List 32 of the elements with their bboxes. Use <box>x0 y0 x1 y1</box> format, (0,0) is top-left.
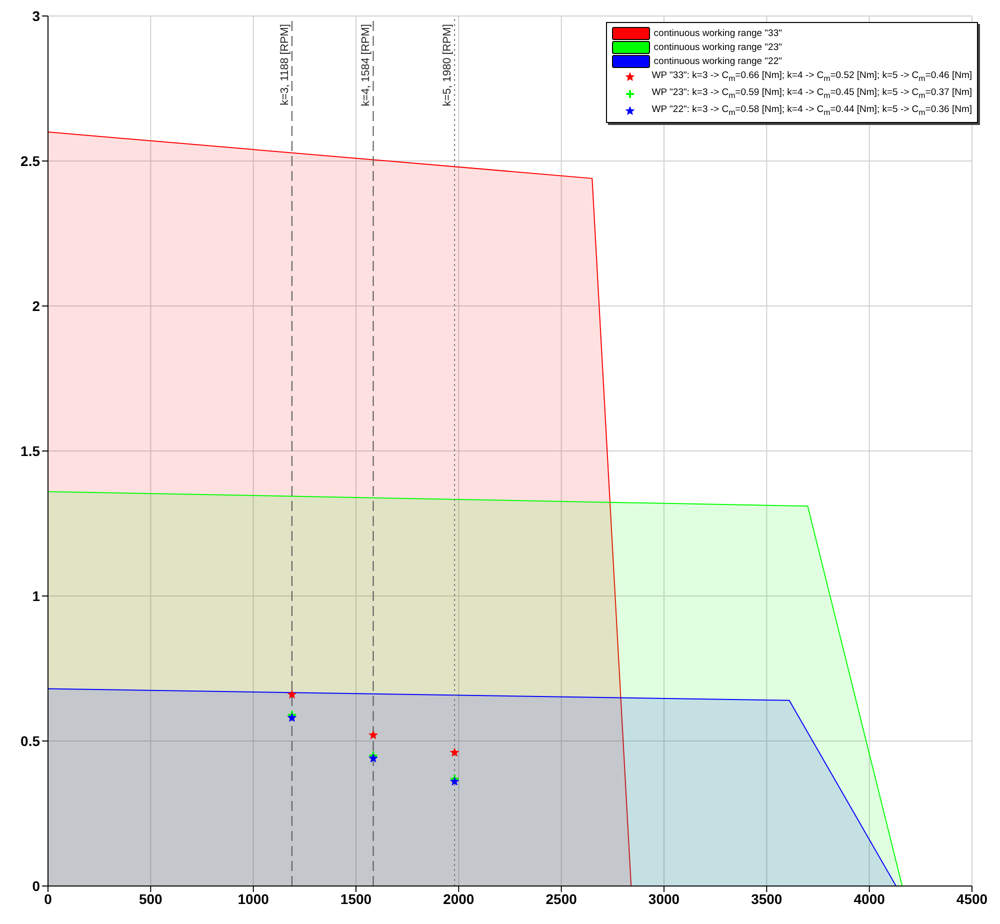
point <box>287 690 297 699</box>
x-tick-label: 2000 <box>443 890 474 907</box>
legend-label: continuous working range "23" <box>654 42 782 52</box>
x-tick-label: 3500 <box>751 890 782 907</box>
ref-line-label: k=3, 1188 [RPM] <box>278 24 291 106</box>
y-tick-label: 1 <box>32 588 40 604</box>
y-tick-label: 3 <box>32 8 40 24</box>
ref-line-label: k=4, 1584 [RPM] <box>360 24 372 106</box>
x-tick-label: 4500 <box>956 890 988 907</box>
x-tick-label: 0 <box>44 890 52 907</box>
legend-label: WP "22": k=3 -> C$_{m}$=0.58 [Nm]; k=4 -> C$_{m}$=0.44 [Nm]; k=5 -> C$_{m}$=0.36 [Nm] <box>652 104 972 118</box>
x-tick-label: 1500 <box>340 890 372 907</box>
y-tick-label: 0 <box>32 878 40 894</box>
point <box>450 748 460 757</box>
x-tick-label: 3000 <box>648 890 680 907</box>
y-tick-label: 1.5 <box>20 442 40 459</box>
point <box>450 776 460 786</box>
legend-label: continuous working range "33" <box>654 28 782 38</box>
y-tick-label: 0.5 <box>20 732 40 749</box>
ref-line-label: k=5, 1980 [RPM] <box>442 24 454 106</box>
legend-label: WP "33": k=3 -> C$_{m}$=0.66 [Nm]; k=4 -> C$_{m}$=0.52 [Nm]; k=5 -> C$_{m}$=0.46 [Nm] <box>652 70 972 84</box>
legend-label: WP "23": k=3 -> C$_{m}$=0.59 [Nm]; k=4 -> C$_{m}$=0.45 [Nm]; k=5 -> C$_{m}$=0.37 [Nm] <box>652 86 972 100</box>
x-tick-label: 500 <box>138 890 163 907</box>
legend-label: continuous working range "22" <box>654 56 782 66</box>
point <box>368 730 378 740</box>
x-tick-label: 2500 <box>546 890 578 907</box>
point <box>287 712 297 722</box>
x-tick-label: 1000 <box>238 890 270 907</box>
point <box>368 753 378 762</box>
y-tick-label: 2 <box>32 298 40 314</box>
y-tick-label: 2.5 <box>20 152 40 169</box>
x-tick-label: 4000 <box>854 890 886 907</box>
